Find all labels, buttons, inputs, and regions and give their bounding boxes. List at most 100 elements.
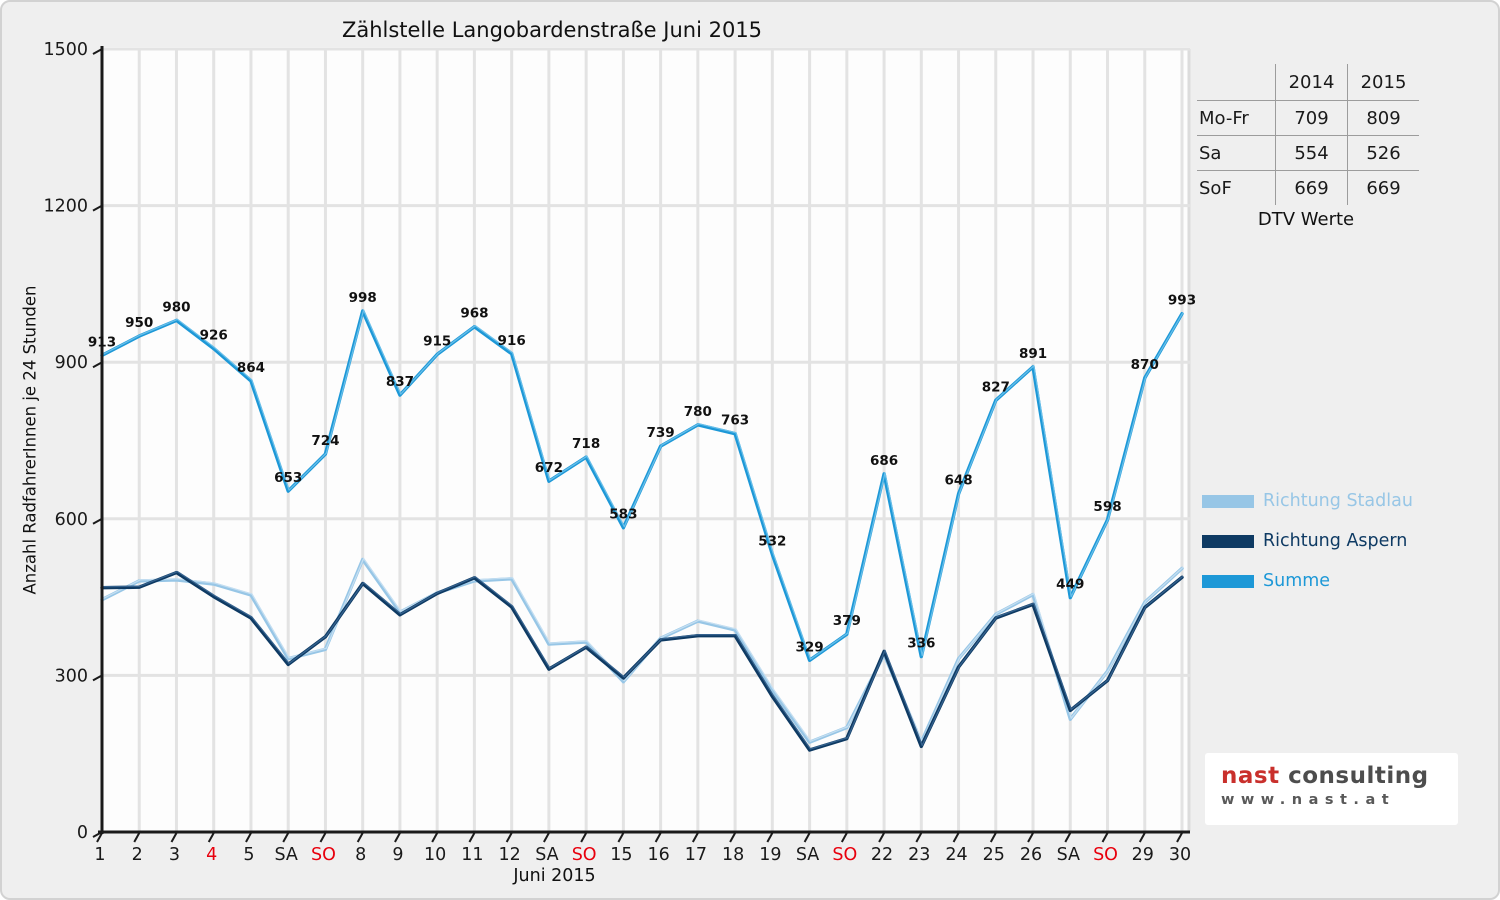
legend-item-richtung-aspern: Richtung Aspern: [1202, 531, 1413, 551]
logo-brand-primary: nast: [1221, 763, 1280, 789]
table-row: Mo-Fr 709 809: [1197, 100, 1419, 136]
table-col-header-2014: 2014: [1275, 64, 1348, 101]
data-point-label: 379: [833, 613, 861, 629]
x-tick-label: 18: [722, 845, 744, 865]
plot-area: [102, 47, 1190, 832]
table-row-label: Sa: [1197, 135, 1276, 171]
y-tick: [92, 517, 103, 525]
x-tick: [654, 832, 662, 843]
table-cell: 669: [1347, 170, 1419, 205]
data-point-label: 780: [684, 404, 712, 420]
x-tick-label: 17: [685, 845, 707, 865]
x-tick: [989, 832, 997, 843]
x-tick: [468, 832, 476, 843]
x-tick: [1101, 832, 1109, 843]
table-cell: 526: [1347, 135, 1419, 171]
y-axis-title: Anzahl RadfahrerInnen je 24 Stunden: [20, 285, 40, 595]
x-tick: [617, 832, 625, 843]
x-tick-label: 1: [94, 845, 105, 865]
y-tick-label: 300: [55, 666, 88, 686]
x-tick-label: 25: [983, 845, 1005, 865]
x-tick: [1176, 832, 1183, 843]
data-point-label: 837: [386, 374, 414, 390]
nast-logo: nast consulting www.nast.at: [1205, 753, 1458, 825]
dtv-table: 2014 2015 Mo-Fr 709 809 Sa 554 526 SoF 6…: [1197, 64, 1419, 205]
legend-swatch-stadlau: [1202, 494, 1254, 508]
data-point-label: 913: [88, 334, 116, 350]
data-point-label: 998: [349, 290, 377, 306]
legend-label: Richtung Aspern: [1263, 531, 1408, 551]
x-tick: [543, 832, 550, 843]
x-tick-label: 2: [132, 845, 143, 865]
data-point-label: 686: [870, 453, 898, 469]
data-point-label: 993: [1168, 293, 1196, 309]
x-tick-label: SA: [796, 845, 819, 865]
chart-legend: Richtung Stadlau Richtung Aspern Summe: [1202, 491, 1413, 613]
y-tick: [92, 48, 103, 55]
series-line-highlight-richtung-aspern: [102, 570, 1184, 750]
table-row: SoF 669 669: [1197, 170, 1419, 205]
table-row-label: SoF: [1197, 170, 1276, 205]
x-tick: [245, 832, 252, 843]
x-tick: [394, 832, 401, 843]
y-tick-label: 600: [55, 510, 88, 530]
data-point-label: 915: [423, 333, 451, 349]
data-point-label: 329: [795, 639, 823, 655]
x-tick-label: 3: [169, 845, 180, 865]
x-tick: [729, 832, 736, 843]
legend-label: Richtung Stadlau: [1263, 491, 1413, 511]
y-tick-label: 900: [55, 353, 88, 373]
legend-swatch-aspern: [1202, 534, 1254, 548]
x-tick: [1064, 832, 1072, 843]
y-tick: [92, 204, 103, 212]
x-tick-label: 26: [1020, 845, 1042, 865]
x-tick-label: 16: [647, 845, 669, 865]
data-point-label: 926: [200, 328, 228, 344]
x-tick: [691, 832, 699, 843]
data-point-label: 532: [758, 533, 786, 549]
table-col-header-2015: 2015: [1347, 64, 1419, 101]
x-tick: [1027, 832, 1034, 843]
x-tick-label: 11: [461, 845, 483, 865]
table-row-label: Mo-Fr: [1197, 100, 1276, 136]
x-tick: [505, 832, 513, 843]
y-tick: [92, 831, 103, 838]
x-tick-label: 22: [871, 845, 893, 865]
table-cell: 709: [1275, 100, 1348, 136]
data-point-label: 449: [1056, 577, 1084, 593]
x-tick: [431, 832, 439, 843]
data-point-label: 672: [535, 460, 563, 476]
data-point-label: 718: [572, 436, 600, 452]
x-tick-label: SO: [311, 845, 336, 865]
legend-item-summe: Summe: [1202, 571, 1413, 591]
table-row: Sa 554 526: [1197, 135, 1419, 171]
table-header-row: 2014 2015: [1197, 64, 1419, 101]
x-tick: [133, 832, 141, 843]
y-tick: [92, 361, 103, 369]
x-tick-label: 24: [945, 845, 967, 865]
legend-swatch-summe: [1202, 574, 1254, 588]
x-tick-label: 19: [759, 845, 781, 865]
x-tick: [878, 832, 885, 843]
legend-label: Summe: [1263, 571, 1331, 591]
logo-brand-secondary: consulting: [1279, 763, 1429, 789]
series-line-highlight-summe: [102, 309, 1184, 660]
x-tick-label: SA: [275, 845, 298, 865]
x-tick-label: SO: [832, 845, 857, 865]
x-tick: [1138, 832, 1146, 843]
x-tick: [356, 832, 364, 843]
table-cell: 669: [1275, 170, 1348, 205]
data-point-label: 724: [311, 433, 339, 449]
data-point-label: 827: [982, 379, 1010, 395]
x-tick: [282, 832, 290, 843]
data-point-label: 864: [237, 360, 265, 376]
x-tick-label: 29: [1132, 845, 1154, 865]
data-point-label: 870: [1131, 357, 1159, 373]
x-tick-label: SO: [572, 845, 597, 865]
nast-logo-wordmark: nast consulting: [1221, 763, 1458, 789]
table-cell: 809: [1347, 100, 1419, 136]
x-tick: [96, 832, 103, 843]
data-point-label: 648: [944, 473, 972, 489]
